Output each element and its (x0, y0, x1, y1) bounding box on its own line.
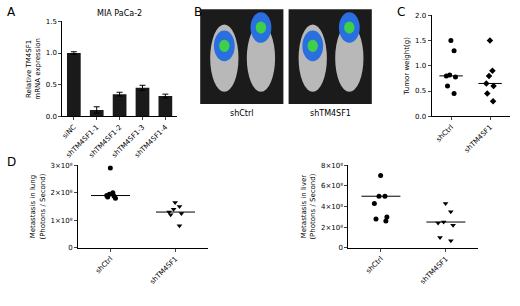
svg-text:MIA PaCa-2: MIA PaCa-2 (97, 9, 142, 18)
svg-text:siNC: siNC (61, 123, 78, 140)
svg-text:0: 0 (339, 244, 343, 252)
svg-text:shTM4SF1-4: shTM4SF1-4 (133, 123, 169, 159)
svg-text:C: C (397, 5, 405, 19)
svg-text:2×10⁸: 2×10⁸ (51, 189, 73, 197)
svg-text:shCtrl: shCtrl (94, 255, 114, 275)
svg-text:1.0: 1.0 (415, 62, 426, 70)
svg-text:0.5: 0.5 (46, 81, 57, 89)
svg-text:Metastasis in lung(Photons / S: Metastasis in lung(Photons / Second) (30, 173, 47, 239)
svg-text:1×10⁸: 1×10⁸ (51, 217, 73, 225)
svg-text:1.0: 1.0 (46, 49, 57, 57)
svg-text:0: 0 (68, 244, 72, 252)
svg-text:shTM4SF1: shTM4SF1 (419, 255, 450, 286)
svg-text:8×10⁸: 8×10⁸ (321, 162, 343, 170)
svg-text:shTM4SF1-1: shTM4SF1-1 (65, 123, 101, 159)
svg-text:4×10⁸: 4×10⁸ (321, 203, 343, 211)
svg-text:Relative TM4SF1mRNA expression: Relative TM4SF1mRNA expression (25, 38, 42, 100)
svg-text:shTM4SF1-2: shTM4SF1-2 (88, 123, 124, 159)
svg-text:shCtrl: shCtrl (435, 123, 455, 143)
svg-text:1.5: 1.5 (415, 37, 426, 45)
svg-text:0.0: 0.0 (415, 113, 426, 121)
svg-text:shCtrl: shCtrl (230, 109, 253, 118)
svg-text:1.5: 1.5 (46, 18, 57, 26)
svg-text:shTM4SF1: shTM4SF1 (310, 109, 351, 118)
svg-text:Metastasis in liver(Photons /: Metastasis in liver(Photons / Second) (300, 173, 317, 239)
svg-text:A: A (7, 5, 16, 19)
svg-text:shTM4SF1: shTM4SF1 (148, 255, 179, 286)
svg-text:shCtrl: shCtrl (365, 255, 385, 275)
svg-text:D: D (7, 155, 16, 169)
svg-text:6×10⁸: 6×10⁸ (321, 182, 343, 190)
svg-text:0.0: 0.0 (46, 113, 57, 121)
svg-text:shTM4SF1: shTM4SF1 (463, 123, 494, 154)
svg-text:2×10⁸: 2×10⁸ (321, 224, 343, 232)
svg-text:3×10⁸: 3×10⁸ (51, 162, 73, 170)
svg-text:B: B (194, 5, 202, 19)
svg-text:0.5: 0.5 (415, 87, 426, 95)
svg-text:2.0: 2.0 (415, 12, 426, 20)
svg-text:Tumor weight(g): Tumor weight(g) (403, 37, 411, 96)
svg-text:shTM4SF1-3: shTM4SF1-3 (110, 123, 146, 159)
